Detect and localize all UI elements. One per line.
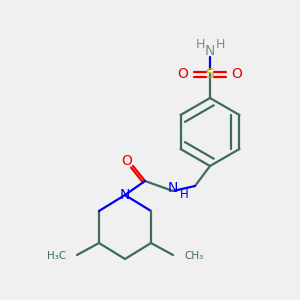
Text: O: O — [178, 67, 188, 81]
Text: O: O — [232, 67, 242, 81]
Text: H: H — [215, 38, 225, 52]
Text: H: H — [195, 38, 205, 52]
Text: CH₃: CH₃ — [184, 251, 203, 261]
Text: N: N — [120, 188, 130, 202]
Text: S: S — [206, 67, 214, 81]
Text: N: N — [205, 44, 215, 58]
Text: N: N — [168, 181, 178, 195]
Text: O: O — [122, 154, 132, 168]
Text: H: H — [180, 188, 188, 202]
Text: H₃C: H₃C — [47, 251, 66, 261]
